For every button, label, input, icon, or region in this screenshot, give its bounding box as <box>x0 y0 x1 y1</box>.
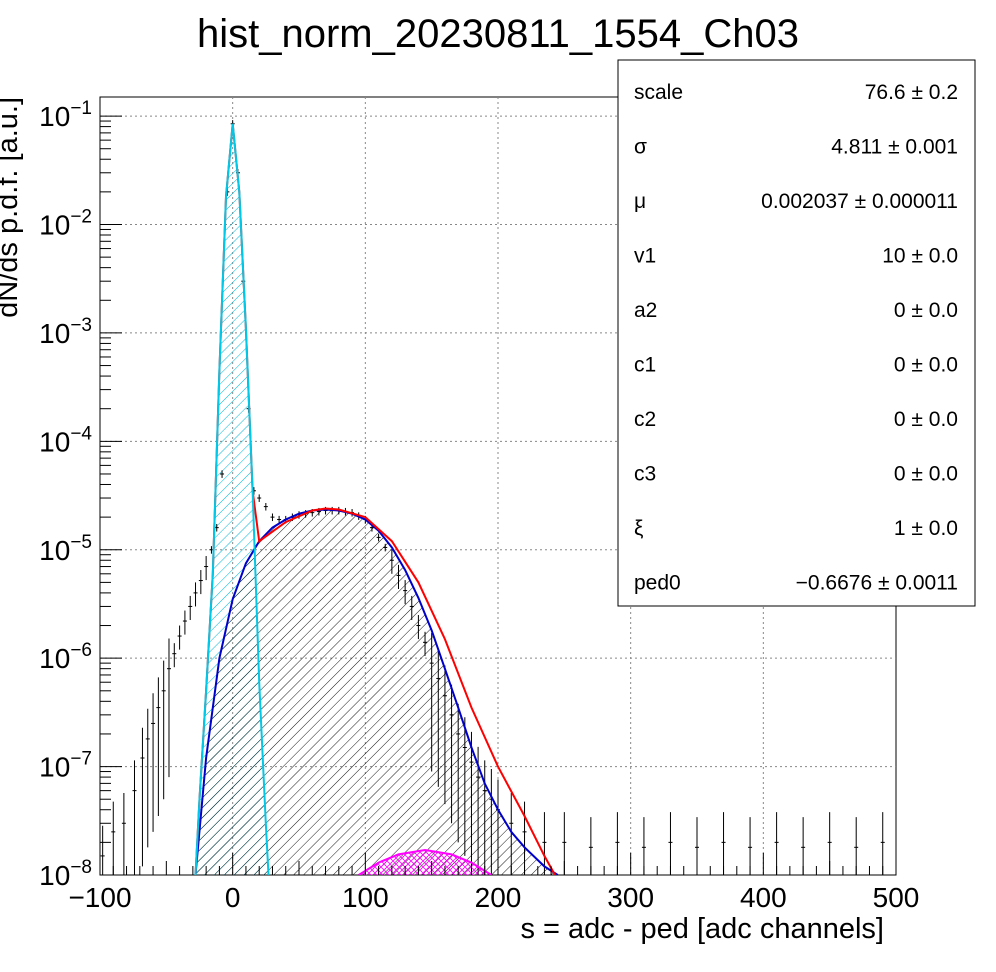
stat-value: 0 ± 0.0 <box>894 299 958 322</box>
y-tick-base: 10 <box>39 318 70 349</box>
curve-2-p-e- <box>358 848 492 875</box>
y-tick-base: 10 <box>39 752 70 783</box>
y-tick-label: 10−6 <box>39 640 92 674</box>
stat-name: c3 <box>634 463 656 486</box>
y-tick-exponent: −6 <box>70 640 92 661</box>
stat-name: ped0 <box>634 572 681 595</box>
stat-name: scale <box>634 81 683 104</box>
fill-1-p-e- <box>195 509 558 875</box>
stat-value: 10 ± 0.0 <box>882 245 958 268</box>
data-error-bars <box>100 120 885 875</box>
stat-value: 76.6 ± 0.2 <box>865 81 958 104</box>
curve-pedestal <box>194 123 270 875</box>
curve-1-p-e- <box>194 508 559 875</box>
x-tick-label: −100 <box>68 882 131 913</box>
stat-name: v1 <box>634 245 656 268</box>
stat-name: ξ <box>634 517 643 540</box>
chart-title: hist_norm_20230811_1554_Ch03 <box>197 12 799 56</box>
stat-value: 0 ± 0.0 <box>894 463 958 486</box>
y-tick-labels: 10−110−210−310−410−510−610−710−8 <box>39 98 92 891</box>
y-tick-label: 10−4 <box>39 423 92 457</box>
x-axis-title: s = adc - ped [adc channels] <box>520 913 884 945</box>
y-tick-exponent: −3 <box>70 315 92 336</box>
y-tick-base: 10 <box>39 860 70 891</box>
stats-box-frame <box>617 59 976 607</box>
x-tick-label: 0 <box>225 882 241 913</box>
y-tick-exponent: −5 <box>70 532 92 553</box>
y-tick-exponent: −8 <box>70 857 92 878</box>
stat-value: 0 ± 0.0 <box>894 354 958 377</box>
fit-curves <box>194 123 559 875</box>
x-tick-label: 500 <box>873 882 920 913</box>
y-tick-base: 10 <box>39 210 70 241</box>
stat-name: c2 <box>634 408 656 431</box>
y-tick-exponent: −2 <box>70 207 92 228</box>
stat-name: μ <box>634 190 646 213</box>
y-tick-label: 10−7 <box>39 749 92 783</box>
y-axis-title: dN/ds p.d.f. [a.u.] <box>0 97 24 318</box>
stat-name: c1 <box>634 354 656 377</box>
stat-name: σ <box>634 136 647 159</box>
x-tick-label: 100 <box>342 882 389 913</box>
axis-ticks <box>99 115 897 876</box>
y-tick-base: 10 <box>39 426 70 457</box>
y-tick-exponent: −7 <box>70 749 92 770</box>
x-tick-label: 300 <box>607 882 654 913</box>
y-tick-base: 10 <box>39 643 70 674</box>
x-tick-label: 400 <box>740 882 787 913</box>
y-tick-label: 10−2 <box>39 207 92 241</box>
y-tick-label: 10−5 <box>39 532 92 566</box>
x-tick-label: 200 <box>475 882 522 913</box>
y-tick-label: 10−1 <box>39 98 92 132</box>
y-tick-label: 10−8 <box>39 857 92 891</box>
stat-value: 4.811 ± 0.001 <box>831 136 958 159</box>
y-tick-base: 10 <box>39 101 70 132</box>
y-tick-label: 10−3 <box>39 315 92 349</box>
x-tick-labels: −100 0 100 200 300 400 500 <box>68 882 919 913</box>
stat-value: 1 ± 0.0 <box>894 517 958 540</box>
y-tick-base: 10 <box>39 535 70 566</box>
stat-value: 0.002037 ± 0.000011 <box>761 190 958 213</box>
y-tick-exponent: −1 <box>70 98 92 119</box>
stat-name: a2 <box>634 299 657 322</box>
y-tick-exponent: −4 <box>70 423 92 444</box>
stat-value: 0 ± 0.0 <box>894 408 958 431</box>
fit-stats-box: scale 76.6 ± 0.2 σ 4.811 ± 0.001 μ 0.002037 ±… <box>617 59 976 607</box>
stat-value: −0.6676 ± 0.0011 <box>796 572 958 595</box>
